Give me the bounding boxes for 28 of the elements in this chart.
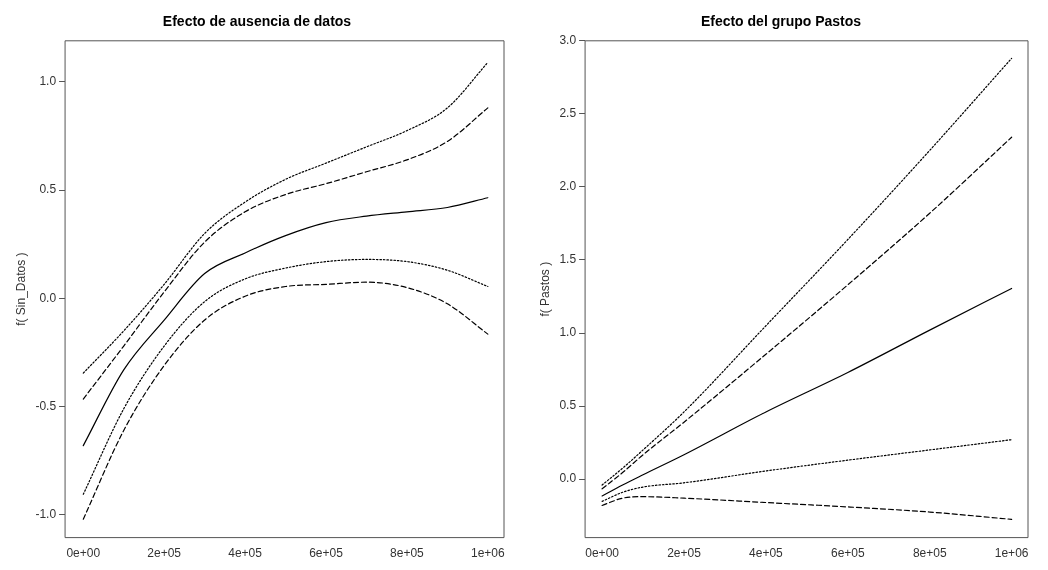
y-axis-title: f( Sin_Datos )	[13, 252, 28, 326]
y-tick-label: 2.5	[559, 106, 577, 121]
y-tick-label: 0.0	[559, 471, 577, 486]
y-axis-title: f( Pastos )	[537, 261, 552, 317]
x-tick-label: 6e+05	[830, 546, 865, 561]
y-tick-label: 1.0	[39, 74, 57, 89]
x-tick-label: 2e+05	[147, 546, 182, 561]
x-tick-label: 1e+06	[994, 546, 1029, 561]
y-tick-label: 0.0	[39, 290, 57, 305]
x-tick-label: 0e+00	[585, 546, 620, 561]
x-tick-label: 4e+05	[228, 546, 263, 561]
y-tick-label: -1.0	[35, 507, 57, 522]
x-tick-label: 1e+06	[470, 546, 505, 561]
y-tick-label: 3.0	[559, 33, 577, 48]
chart-title: Efecto de ausencia de datos	[162, 13, 352, 30]
x-tick-label: 6e+05	[309, 546, 344, 561]
x-tick-label: 8e+05	[912, 546, 947, 561]
x-tick-label: 4e+05	[749, 546, 784, 561]
x-tick-label: 8e+05	[390, 546, 425, 561]
x-tick-label: 2e+05	[667, 546, 702, 561]
x-tick-label: 0e+00	[66, 546, 101, 561]
y-tick-label: 0.5	[39, 182, 57, 197]
y-tick-label: 0.5	[559, 398, 577, 413]
y-tick-label: 1.0	[559, 325, 577, 340]
y-tick-label: 2.0	[559, 179, 577, 194]
y-tick-label: -0.5	[35, 398, 57, 413]
y-tick-label: 1.5	[559, 252, 577, 267]
chart-title: Efecto del grupo Pastos	[700, 13, 862, 30]
